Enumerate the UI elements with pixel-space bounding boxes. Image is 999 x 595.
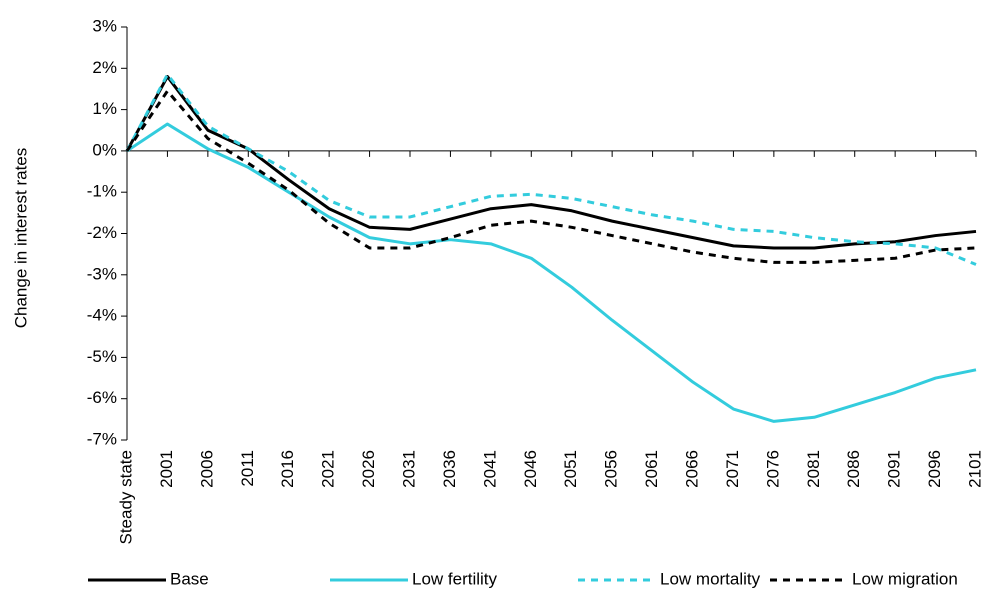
x-tick-label: 2041	[480, 450, 499, 488]
x-tick-label: 2086	[844, 450, 863, 488]
x-tick-label: 2081	[804, 450, 823, 488]
x-tick-label: 2061	[642, 450, 661, 488]
x-tick-label: 2066	[682, 450, 701, 488]
y-tick-label: -2%	[87, 223, 117, 242]
y-tick-label: -1%	[87, 182, 117, 201]
x-tick-label: 2011	[238, 450, 257, 487]
series-line	[125, 75, 977, 250]
series-line	[126, 122, 977, 423]
x-tick-label: 2006	[197, 450, 216, 488]
y-tick-label: 2%	[92, 58, 117, 77]
x-tick-label: 2036	[440, 450, 459, 488]
legend-label: Low migration	[852, 569, 958, 588]
y-tick-label: 3%	[92, 16, 117, 35]
x-tick-label: 2001	[157, 450, 176, 488]
x-tick-label: 2101	[965, 450, 984, 488]
y-axis-label: Change in interest rates	[11, 148, 30, 329]
y-tick-label: 0%	[92, 140, 117, 159]
x-tick-label: 2056	[602, 450, 621, 488]
legend-label: Base	[170, 569, 209, 588]
y-tick-label: -6%	[87, 388, 117, 407]
legend-label: Low mortality	[660, 569, 761, 588]
x-tick-label: 2026	[359, 450, 378, 488]
x-tick-label: 2016	[278, 450, 297, 488]
x-tick-label: 2051	[561, 450, 580, 488]
x-tick-label: 2076	[763, 450, 782, 488]
x-tick-label: 2071	[723, 450, 742, 488]
y-tick-label: -5%	[87, 347, 117, 366]
x-tick-label: 2091	[885, 450, 904, 488]
legend-label: Low fertility	[412, 569, 498, 588]
y-tick-label: -3%	[87, 264, 117, 283]
y-tick-label: -4%	[87, 306, 117, 325]
x-tick-label: 2046	[521, 450, 540, 488]
x-tick-label: 2096	[925, 450, 944, 488]
series-line	[125, 89, 977, 264]
series-line	[125, 72, 977, 266]
x-tick-label: 2021	[319, 450, 338, 488]
x-tick-label: Steady state	[116, 450, 135, 545]
y-tick-label: 1%	[92, 99, 117, 118]
x-tick-label: 2031	[399, 450, 418, 488]
y-tick-label: -7%	[87, 429, 117, 448]
